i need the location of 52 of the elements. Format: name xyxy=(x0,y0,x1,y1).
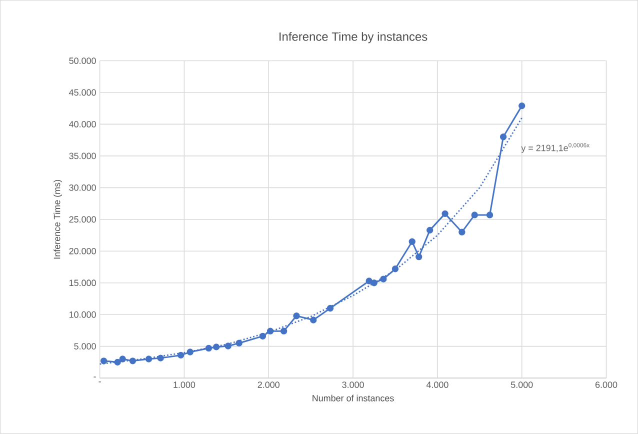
point xyxy=(186,348,194,356)
point xyxy=(426,226,434,234)
y-tick-label: 45.000 xyxy=(69,89,96,96)
point xyxy=(280,328,288,335)
x-tick-label: 2.000 xyxy=(258,382,280,388)
y-tick-label: 20.000 xyxy=(69,248,96,254)
point xyxy=(266,328,274,335)
point xyxy=(157,354,164,362)
point xyxy=(380,276,387,282)
point xyxy=(326,304,334,312)
point xyxy=(500,134,507,140)
y-tick-label: 5.000 xyxy=(74,343,96,350)
y-tick-label: - xyxy=(94,376,96,378)
point xyxy=(293,312,300,320)
point xyxy=(408,238,416,246)
point xyxy=(100,358,108,364)
point xyxy=(458,228,466,236)
point xyxy=(416,254,422,260)
point xyxy=(486,212,494,218)
point xyxy=(212,344,220,350)
y-tick-label: 25.000 xyxy=(69,216,96,223)
point xyxy=(224,342,232,350)
point xyxy=(177,352,184,359)
x-axis-title: Number of instances xyxy=(312,394,394,402)
point xyxy=(442,210,448,218)
point xyxy=(114,358,121,366)
point xyxy=(310,316,317,324)
y-tick-label: 30.000 xyxy=(69,184,96,191)
x-tick-label: 6.000 xyxy=(595,382,618,388)
x-tick-label: 5.000 xyxy=(510,382,533,388)
x-tick-label: 4.000 xyxy=(426,382,448,388)
point xyxy=(370,280,378,286)
y-tick-label: 10.000 xyxy=(70,312,96,318)
y-tick-label: 50.000 xyxy=(69,58,96,64)
y-tick-label: 40.000 xyxy=(69,121,96,128)
y-axis-title: Inference Time (ms) xyxy=(54,180,62,259)
x-tick-label: 3.000 xyxy=(342,382,364,388)
point xyxy=(366,278,372,284)
point xyxy=(205,344,212,352)
point xyxy=(518,102,526,110)
chart-title: Inference Time by instances xyxy=(280,32,428,44)
y-tick-label: 15.000 xyxy=(70,280,96,286)
x-tick-label: 1.000 xyxy=(174,382,196,388)
point xyxy=(392,266,399,272)
point xyxy=(259,332,266,340)
point xyxy=(471,212,478,218)
point xyxy=(129,358,136,364)
y-tick-label: 35.000 xyxy=(69,152,96,160)
point xyxy=(236,340,242,347)
annotation: y = 2191,1e$^{0,0006x}$ xyxy=(521,143,590,154)
point xyxy=(119,356,126,362)
point xyxy=(145,356,152,362)
